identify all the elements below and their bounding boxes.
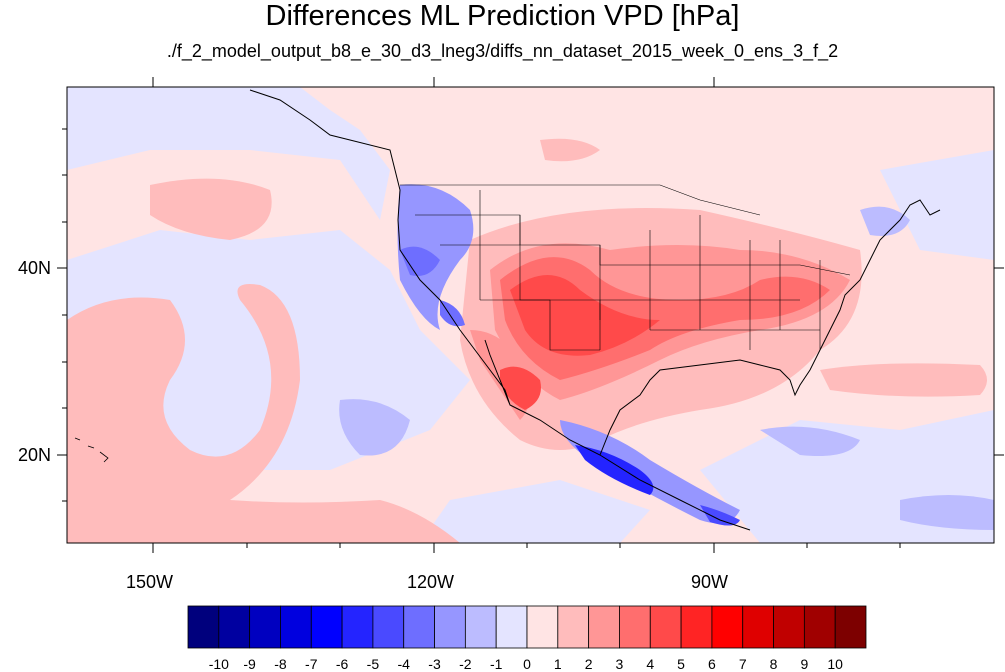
light-red-region [67, 284, 300, 514]
colorbar-swatch [588, 605, 620, 649]
blue-region [575, 445, 654, 495]
colorbar-swatch [557, 605, 590, 649]
map-title: Differences ML Prediction VPD [hPa] [265, 0, 740, 32]
colorbar-swatch [649, 605, 682, 649]
light-blue-region [880, 150, 994, 260]
colorbar-tick-label: -10 [208, 656, 229, 672]
colorbar-tick-label: -6 [335, 656, 349, 672]
state-borders [400, 184, 851, 351]
map-subtitle: ./f_2_model_output_b8_e_30_d3_lneg3/diff… [166, 41, 839, 61]
colorbar-tick-label: 7 [738, 656, 747, 672]
strong-red-region [510, 275, 660, 356]
light-red-region [540, 138, 600, 162]
x-tick-label-120w: 120W [407, 572, 455, 592]
colorbar-swatch [464, 605, 497, 649]
colorbar-tick-label: -9 [243, 656, 256, 672]
colorbar [187, 605, 867, 649]
colorbar-swatch [403, 605, 435, 649]
colorbar-tick-label: 1 [553, 656, 562, 672]
x-tick-label-90w: 90W [691, 572, 729, 592]
colorbar-swatch [742, 605, 774, 649]
colorbar-tick-label: 2 [584, 656, 593, 672]
hawaii-islands [74, 437, 109, 463]
light-red-region [67, 470, 460, 543]
colorbar-tick-label: 9 [800, 656, 809, 672]
colorbar-tick-label: 6 [708, 656, 716, 672]
colorbar-swatch [526, 605, 559, 649]
colorbar-swatch [834, 605, 867, 649]
colorbar-swatch [495, 605, 528, 649]
blue-region [760, 426, 860, 456]
blue-region [440, 300, 465, 327]
colorbar-swatch [341, 605, 374, 649]
colorbar-swatch [218, 605, 251, 649]
colorbar-swatch [187, 605, 220, 649]
colorbar-tick-label: 3 [615, 656, 624, 672]
colorbar-tick-label: 8 [769, 656, 778, 672]
colorbar-tick-label: 4 [646, 656, 655, 672]
colorbar-swatch [711, 605, 744, 649]
light-blue-region [420, 480, 650, 543]
blue-region [560, 420, 740, 524]
colorbar-tick-label: -5 [366, 656, 380, 672]
colorbar-swatch [680, 605, 713, 649]
colorbar-swatch [803, 605, 836, 649]
blue-region [400, 246, 440, 276]
colorbar-tick-label: -1 [489, 656, 503, 672]
colorbar-swatch [434, 605, 466, 649]
colorbar-swatch [249, 605, 281, 649]
blue-region [339, 399, 410, 456]
light-red-region [150, 178, 272, 240]
colorbar-tick-label: 0 [523, 656, 531, 672]
map-field [67, 87, 994, 543]
colorbar-swatch [773, 605, 805, 649]
colorbar-tick-label: -3 [428, 656, 441, 672]
blue-region [700, 505, 740, 526]
blue-region [900, 495, 994, 530]
colorbar-tick-label: -2 [459, 656, 472, 672]
colorbar-swatch [280, 605, 312, 649]
x-tick-label-150w: 150W [126, 572, 174, 592]
blue-region [860, 206, 910, 236]
light-red-region [820, 363, 987, 397]
colorbar-tick-label: -8 [274, 656, 287, 672]
strong-red-region [500, 366, 541, 410]
colorbar-swatch [619, 605, 651, 649]
colorbar-tick-label: -7 [305, 656, 318, 672]
y-tick-label-40n: 40N [18, 258, 52, 278]
colorbar-tick-label: 10 [827, 656, 843, 672]
north-america-coastline [249, 89, 941, 531]
colorbar-swatch [310, 605, 343, 649]
colorbar-tick-label: -4 [397, 656, 410, 672]
colorbar-swatch [372, 605, 405, 649]
colorbar-tick-label: 5 [677, 656, 685, 672]
axis-ticks [57, 77, 1004, 553]
y-tick-label-20n: 20N [18, 445, 52, 465]
light-blue-region [67, 87, 390, 220]
